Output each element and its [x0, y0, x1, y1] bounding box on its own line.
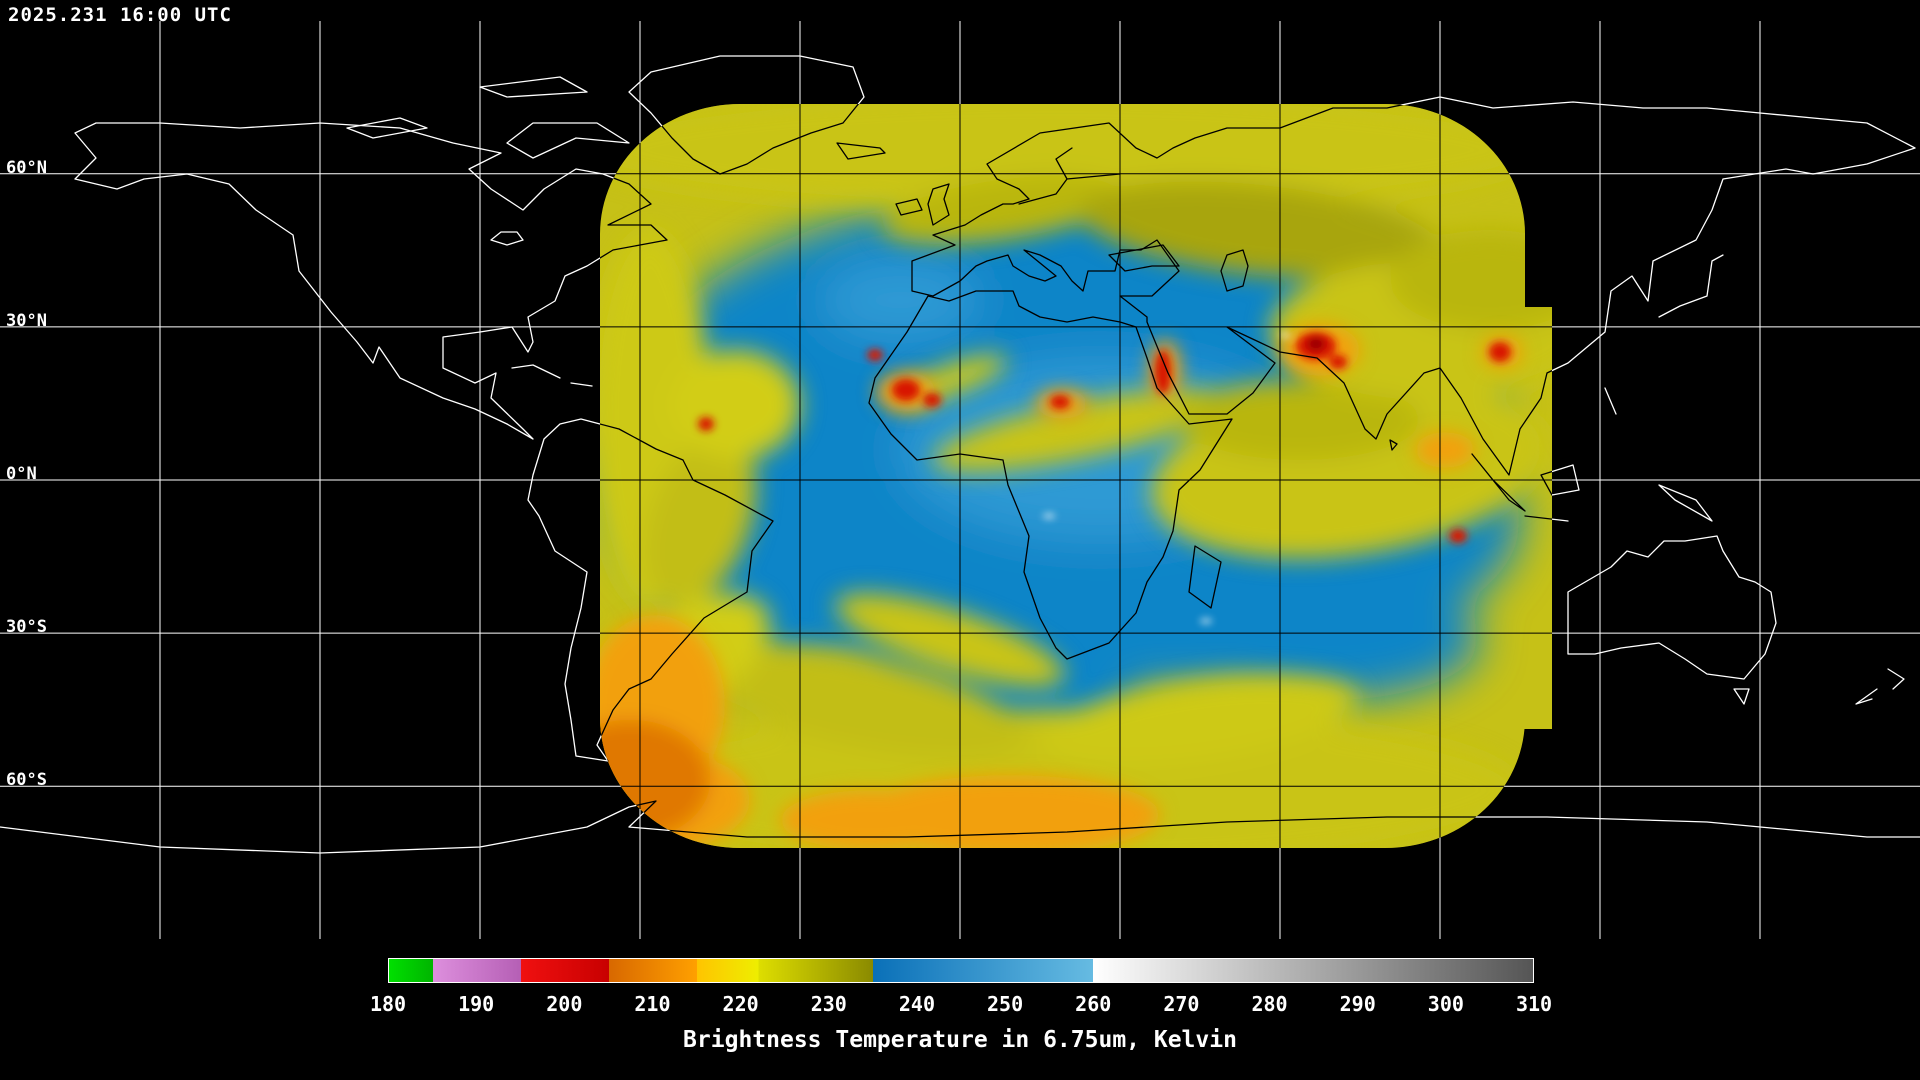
- colorbar-tick: 250: [987, 992, 1024, 1016]
- colorbar-caption: Brightness Temperature in 6.75um, Kelvin: [683, 1027, 1237, 1053]
- swath-red-coldest-tops-layer: [698, 332, 1511, 623]
- colorbar-area: 180 190 200 210 220 230 240 250 260 270 280 290 300 3…: [0, 945, 1920, 1080]
- satellite-swath: [600, 104, 1552, 848]
- colorbar-tick: 230: [810, 992, 847, 1016]
- colorbar: [388, 958, 1534, 983]
- colorbar-tick: 200: [546, 992, 583, 1016]
- colorbar-tick: 300: [1427, 992, 1464, 1016]
- colorbar-tick: 240: [898, 992, 935, 1016]
- world-map: [0, 21, 1920, 939]
- colorbar-tick: 310: [1515, 992, 1553, 1016]
- colorbar-tick: 190: [458, 992, 495, 1016]
- graticule-black: [600, 104, 1552, 848]
- colorbar-tick: 270: [1163, 992, 1200, 1016]
- colorbar-tick: 220: [722, 992, 759, 1016]
- colorbar-tick: 290: [1339, 992, 1376, 1016]
- colorbar-tick: 260: [1075, 992, 1112, 1016]
- colorbar-tick: 210: [634, 992, 671, 1016]
- timestamp: 2025.231 16:00 UTC: [8, 4, 232, 26]
- colorbar-tick: 280: [1251, 992, 1288, 1016]
- colorbar-ticks: 180 190 200 210 220 230 240 250 260 270 280 290 300 3…: [0, 992, 1920, 1018]
- colorbar-tick: 180: [369, 992, 407, 1016]
